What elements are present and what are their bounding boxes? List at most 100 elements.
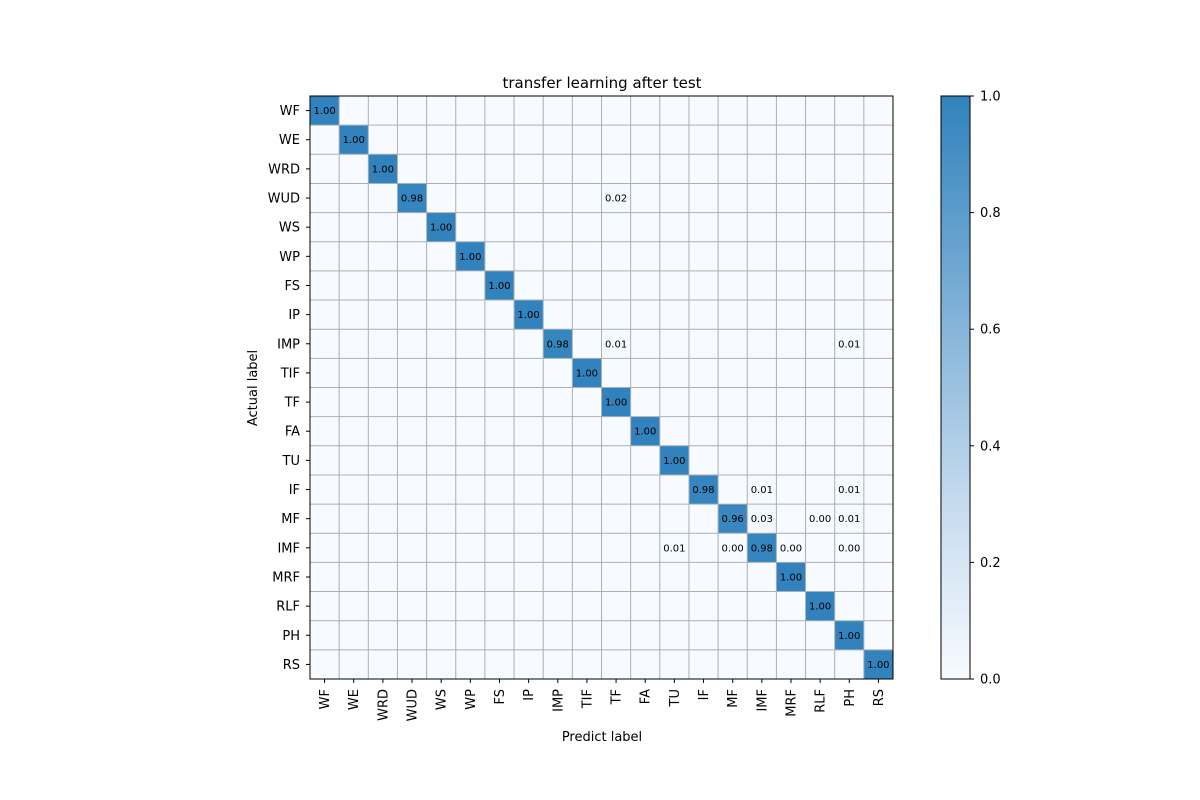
heatmap-cell bbox=[776, 620, 806, 651]
heatmap-cell bbox=[426, 445, 457, 476]
heatmap-cell bbox=[339, 562, 369, 592]
cell-value-label: 1.00 bbox=[663, 456, 685, 467]
heatmap-cell bbox=[426, 154, 457, 184]
heatmap-cell bbox=[776, 329, 806, 359]
heatmap-cell bbox=[601, 474, 632, 505]
heatmap-cell bbox=[397, 329, 427, 359]
heatmap-cell bbox=[601, 96, 632, 126]
heatmap-cell bbox=[718, 474, 748, 505]
heatmap-cell bbox=[747, 241, 777, 272]
heatmap-cell bbox=[630, 270, 661, 301]
plot-frame bbox=[309, 95, 894, 680]
heatmap-cell bbox=[514, 183, 544, 213]
heatmap-cell bbox=[572, 416, 602, 447]
heatmap-cell bbox=[310, 125, 340, 155]
y-tick-label: WF bbox=[280, 104, 300, 119]
heatmap-cell bbox=[310, 358, 340, 388]
heatmap-cell bbox=[834, 212, 865, 243]
heatmap-cell bbox=[630, 300, 661, 330]
heatmap-cell bbox=[514, 504, 544, 534]
heatmap-cell bbox=[572, 270, 602, 301]
heatmap-cell bbox=[426, 183, 457, 213]
heatmap-cell bbox=[718, 125, 748, 155]
heatmap-cell bbox=[484, 125, 515, 155]
heatmap-cell bbox=[601, 125, 632, 155]
heatmap-cell bbox=[688, 358, 719, 388]
x-tick-label: FA bbox=[639, 689, 654, 704]
heatmap-cell bbox=[834, 358, 865, 388]
heatmap-cell bbox=[339, 358, 369, 388]
heatmap-cell bbox=[339, 241, 369, 272]
heatmap-cell bbox=[484, 445, 515, 476]
heatmap-cell bbox=[834, 649, 865, 680]
heatmap-cell bbox=[455, 300, 486, 330]
heatmap-cell bbox=[368, 387, 398, 418]
heatmap-cell bbox=[514, 591, 544, 622]
heatmap-cell bbox=[543, 649, 573, 680]
heatmap-cell bbox=[834, 474, 865, 505]
heatmap-cell bbox=[630, 387, 661, 418]
heatmap-cell bbox=[659, 504, 690, 534]
x-axis-label: Predict label bbox=[562, 730, 642, 745]
heatmap-cell bbox=[688, 591, 719, 622]
heatmap-cell bbox=[484, 474, 515, 505]
x-tick-label: TU bbox=[668, 689, 683, 707]
cell-value-label: 0.00 bbox=[780, 543, 802, 554]
heatmap-cell bbox=[368, 212, 398, 243]
heatmap-cell bbox=[572, 387, 602, 418]
heatmap-cell bbox=[484, 591, 515, 622]
heatmap-cell bbox=[397, 416, 427, 447]
heatmap-cell bbox=[776, 562, 806, 592]
x-tick-label: TIF bbox=[580, 689, 595, 709]
heatmap-cell bbox=[368, 270, 398, 301]
heatmap-cell bbox=[659, 300, 690, 330]
heatmap-cell bbox=[805, 445, 836, 476]
heatmap-cell bbox=[368, 416, 398, 447]
heatmap-cell bbox=[718, 416, 748, 447]
heatmap-cell bbox=[543, 504, 573, 534]
heatmap-cell bbox=[630, 125, 661, 155]
cell-value-label: 0.98 bbox=[547, 339, 569, 350]
heatmap-cell bbox=[863, 562, 894, 592]
y-tick-label: WS bbox=[279, 221, 300, 236]
heatmap-cell bbox=[688, 212, 719, 243]
heatmap-cell bbox=[659, 358, 690, 388]
heatmap-cell bbox=[776, 300, 806, 330]
heatmap-cell bbox=[659, 387, 690, 418]
heatmap-cell bbox=[339, 620, 369, 651]
heatmap-cell bbox=[688, 154, 719, 184]
cell-value-label: 0.98 bbox=[692, 485, 714, 496]
x-tick-label: WP bbox=[464, 689, 479, 710]
heatmap-cell bbox=[543, 533, 573, 563]
heatmap-cell bbox=[601, 358, 632, 388]
heatmap-cell bbox=[310, 416, 340, 447]
heatmap-cell bbox=[630, 96, 661, 126]
heatmap-cell bbox=[776, 96, 806, 126]
heatmap-cell bbox=[747, 96, 777, 126]
heatmap-cell bbox=[368, 329, 398, 359]
heatmap-cell bbox=[630, 241, 661, 272]
heatmap-cell bbox=[630, 504, 661, 534]
heatmap-cell bbox=[834, 300, 865, 330]
cell-value-labels: 1.00 1.00 1.00 0.98 0.02 1.00 1.00 1.00 1.00 0.98… bbox=[313, 106, 889, 671]
heatmap-cell bbox=[397, 474, 427, 505]
heatmap-cell bbox=[543, 591, 573, 622]
y-tick-label: FA bbox=[285, 425, 300, 440]
heatmap-cell bbox=[339, 504, 369, 534]
heatmap-cell bbox=[514, 562, 544, 592]
heatmap-cell bbox=[514, 387, 544, 418]
heatmap-cell bbox=[688, 474, 719, 505]
cell-value-label: 0.00 bbox=[809, 514, 831, 525]
heatmap-cell bbox=[718, 387, 748, 418]
x-tick-label: WUD bbox=[406, 689, 421, 721]
chart-title: transfer learning after test bbox=[502, 74, 701, 92]
heatmap-cell bbox=[863, 358, 894, 388]
heatmap-cell bbox=[397, 300, 427, 330]
heatmap-cell bbox=[863, 533, 894, 563]
heatmap-cell bbox=[630, 562, 661, 592]
heatmap-cell bbox=[630, 445, 661, 476]
heatmap-cell bbox=[543, 300, 573, 330]
heatmap-cell bbox=[543, 183, 573, 213]
cell-value-label: 1.00 bbox=[313, 106, 335, 117]
heatmap-cell bbox=[572, 445, 602, 476]
